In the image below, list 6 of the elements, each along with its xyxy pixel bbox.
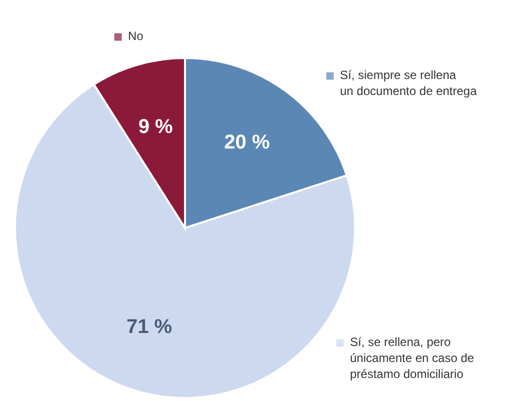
data-label: 20 % — [224, 132, 270, 154]
legend-label: Sí, siempre se rellena un documento de entrega — [340, 68, 478, 98]
data-label: 9 % — [138, 116, 174, 138]
legend-label: Sí, se rellena, pero únicamente en caso de préstamo domiciliario — [350, 335, 474, 381]
legend-label: No — [128, 29, 144, 43]
data-label: 71 % — [126, 316, 172, 338]
